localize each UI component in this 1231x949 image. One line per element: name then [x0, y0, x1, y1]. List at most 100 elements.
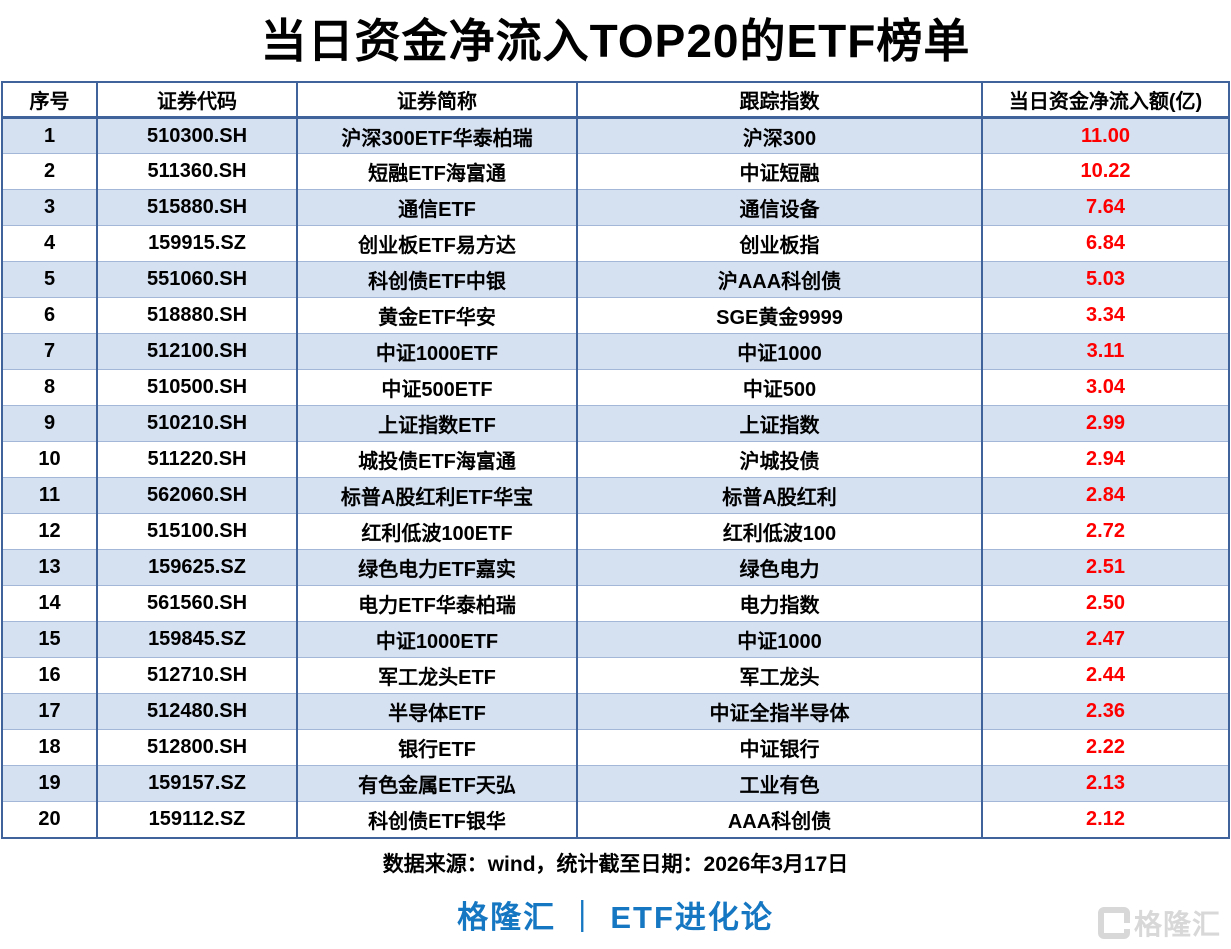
rank-cell: 8: [1, 369, 98, 407]
rank-cell: 4: [1, 225, 98, 263]
code-cell: 159625.SZ: [96, 549, 298, 587]
inflow-cell: 3.11: [981, 333, 1230, 371]
table-row: 3 515880.SH 通信ETF 通信设备 7.64: [1, 189, 1230, 227]
rank-cell: 19: [1, 765, 98, 803]
rank-cell: 16: [1, 657, 98, 695]
table-header-row: 序号 证券代码 证券简称 跟踪指数 当日资金净流入额(亿): [1, 81, 1230, 120]
inflow-cell: 2.94: [981, 441, 1230, 479]
name-cell: 上证指数ETF: [296, 405, 578, 443]
name-cell: 红利低波100ETF: [296, 513, 578, 551]
rank-cell: 2: [1, 153, 98, 191]
code-cell: 159157.SZ: [96, 765, 298, 803]
inflow-cell: 3.34: [981, 297, 1230, 335]
code-cell: 159845.SZ: [96, 621, 298, 659]
table-row: 16 512710.SH 军工龙头ETF 军工龙头 2.44: [1, 657, 1230, 695]
index-cell: 沪城投债: [576, 441, 983, 479]
inflow-cell: 2.99: [981, 405, 1230, 443]
name-cell: 中证1000ETF: [296, 621, 578, 659]
code-cell: 518880.SH: [96, 297, 298, 335]
inflow-cell: 7.64: [981, 189, 1230, 227]
index-cell: 创业板指: [576, 225, 983, 263]
inflow-cell: 2.51: [981, 549, 1230, 587]
etf-inflow-table: 序号 证券代码 证券简称 跟踪指数 当日资金净流入额(亿) 1 510300.SH…: [1, 80, 1230, 839]
name-cell: 黄金ETF华安: [296, 297, 578, 335]
inflow-cell: 2.13: [981, 765, 1230, 803]
name-cell: 科创债ETF银华: [296, 801, 578, 839]
index-cell: 工业有色: [576, 765, 983, 803]
inflow-cell: 2.36: [981, 693, 1230, 731]
rank-cell: 18: [1, 729, 98, 767]
table-row: 6 518880.SH 黄金ETF华安 SGE黄金9999 3.34: [1, 297, 1230, 335]
table-row: 12 515100.SH 红利低波100ETF 红利低波100 2.72: [1, 513, 1230, 551]
name-cell: 中证500ETF: [296, 369, 578, 407]
name-cell: 城投债ETF海富通: [296, 441, 578, 479]
inflow-cell: 2.72: [981, 513, 1230, 551]
code-cell: 561560.SH: [96, 585, 298, 623]
code-cell: 512800.SH: [96, 729, 298, 767]
rank-cell: 3: [1, 189, 98, 227]
rank-cell: 1: [1, 117, 98, 155]
index-cell: 中证全指半导体: [576, 693, 983, 731]
rank-cell: 12: [1, 513, 98, 551]
inflow-cell: 2.50: [981, 585, 1230, 623]
header-name: 证券简称: [296, 81, 578, 120]
name-cell: 通信ETF: [296, 189, 578, 227]
table-row: 2 511360.SH 短融ETF海富通 中证短融 10.22: [1, 153, 1230, 191]
table-row: 7 512100.SH 中证1000ETF 中证1000 3.11: [1, 333, 1230, 371]
rank-cell: 7: [1, 333, 98, 371]
table-row: 1 510300.SH 沪深300ETF华泰柏瑞 沪深300 11.00: [1, 117, 1230, 155]
name-cell: 中证1000ETF: [296, 333, 578, 371]
inflow-cell: 2.22: [981, 729, 1230, 767]
code-cell: 510500.SH: [96, 369, 298, 407]
table-row: 10 511220.SH 城投债ETF海富通 沪城投债 2.94: [1, 441, 1230, 479]
table-row: 14 561560.SH 电力ETF华泰柏瑞 电力指数 2.50: [1, 585, 1230, 623]
code-cell: 512100.SH: [96, 333, 298, 371]
name-cell: 有色金属ETF天弘: [296, 765, 578, 803]
code-cell: 511360.SH: [96, 153, 298, 191]
name-cell: 科创债ETF中银: [296, 261, 578, 299]
table-row: 9 510210.SH 上证指数ETF 上证指数 2.99: [1, 405, 1230, 443]
name-cell: 银行ETF: [296, 729, 578, 767]
inflow-cell: 11.00: [981, 117, 1230, 155]
gelonghui-g-icon: [1097, 907, 1130, 939]
index-cell: SGE黄金9999: [576, 297, 983, 335]
table-row: 17 512480.SH 半导体ETF 中证全指半导体 2.36: [1, 693, 1230, 731]
rank-cell: 14: [1, 585, 98, 623]
inflow-cell: 2.47: [981, 621, 1230, 659]
data-source-note: 数据来源：wind，统计截至日期：2026年3月17日: [382, 852, 849, 876]
code-cell: 551060.SH: [96, 261, 298, 299]
header-index: 跟踪指数: [576, 81, 983, 120]
index-cell: 通信设备: [576, 189, 983, 227]
inflow-cell: 10.22: [981, 153, 1230, 191]
index-cell: 电力指数: [576, 585, 983, 623]
index-cell: 沪深300: [576, 117, 983, 155]
table-row: 18 512800.SH 银行ETF 中证银行 2.22: [1, 729, 1230, 767]
code-cell: 510300.SH: [96, 117, 298, 155]
rank-cell: 5: [1, 261, 98, 299]
rank-cell: 6: [1, 297, 98, 335]
inflow-cell: 5.03: [981, 261, 1230, 299]
name-cell: 军工龙头ETF: [296, 657, 578, 695]
table-row: 11 562060.SH 标普A股红利ETF华宝 标普A股红利 2.84: [1, 477, 1230, 515]
table-row: 13 159625.SZ 绿色电力ETF嘉实 绿色电力 2.51: [1, 549, 1230, 587]
code-cell: 511220.SH: [96, 441, 298, 479]
rank-cell: 17: [1, 693, 98, 731]
table-row: 8 510500.SH 中证500ETF 中证500 3.04: [1, 369, 1230, 407]
rank-cell: 20: [1, 801, 98, 839]
table-row: 5 551060.SH 科创债ETF中银 沪AAA科创债 5.03: [1, 261, 1230, 299]
watermark-logo: 格隆汇: [1097, 903, 1221, 943]
table-row: 4 159915.SZ 创业板ETF易方达 创业板指 6.84: [1, 225, 1230, 263]
header-code: 证券代码: [96, 81, 298, 120]
name-cell: 创业板ETF易方达: [296, 225, 578, 263]
index-cell: 中证1000: [576, 621, 983, 659]
index-cell: 中证短融: [576, 153, 983, 191]
index-cell: 中证1000: [576, 333, 983, 371]
code-cell: 512480.SH: [96, 693, 298, 731]
name-cell: 电力ETF华泰柏瑞: [296, 585, 578, 623]
watermark-text: 格隆汇: [1133, 909, 1221, 940]
index-cell: 标普A股红利: [576, 477, 983, 515]
rank-cell: 13: [1, 549, 98, 587]
page-title: 当日资金净流入TOP20的ETF榜单: [260, 15, 971, 67]
table-row: 15 159845.SZ 中证1000ETF 中证1000 2.47: [1, 621, 1230, 659]
inflow-cell: 6.84: [981, 225, 1230, 263]
